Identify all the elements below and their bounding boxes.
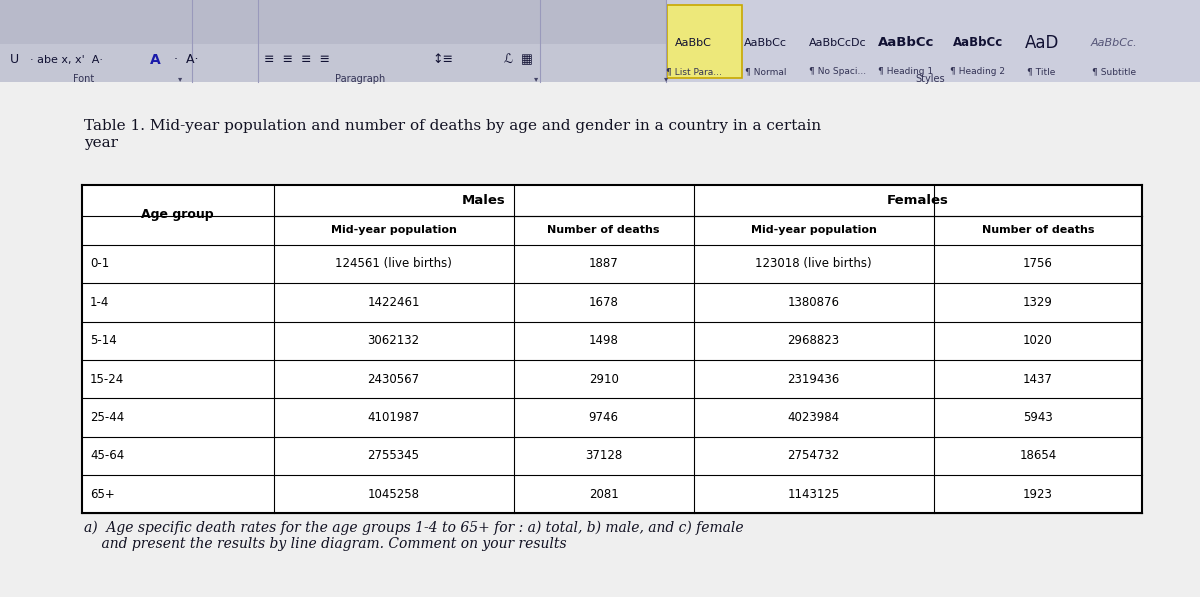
Text: Mid-year population: Mid-year population [331,226,456,235]
Text: AaBbCc: AaBbCc [744,38,787,48]
Text: Table 1. Mid-year population and number of deaths by age and gender in a country: Table 1. Mid-year population and number … [84,119,821,150]
Text: 1923: 1923 [1024,488,1052,501]
Text: Styles: Styles [916,74,944,84]
Text: Females: Females [887,194,949,207]
Text: a)  Age specific death rates for the age groups 1-4 to 65+ for : a) total, b) ma: a) Age specific death rates for the age … [84,521,744,551]
Text: 1756: 1756 [1024,257,1052,270]
Text: 1437: 1437 [1024,373,1052,386]
Text: Age group: Age group [142,208,214,221]
Text: 1422461: 1422461 [367,296,420,309]
Text: U: U [10,53,19,66]
Text: ▾: ▾ [178,74,182,84]
Text: 1380876: 1380876 [787,296,840,309]
Text: 15-24: 15-24 [90,373,125,386]
Text: ¶ List Para...: ¶ List Para... [666,67,721,76]
Text: Mid-year population: Mid-year population [751,226,876,235]
Text: 1498: 1498 [589,334,618,347]
Bar [0,44,1200,82]
Text: 18654: 18654 [1019,450,1057,462]
Text: 1143125: 1143125 [787,488,840,501]
FancyBboxPatch shape [667,5,742,78]
Text: 37128: 37128 [584,450,623,462]
Text: 3062132: 3062132 [367,334,420,347]
Text: AaBbC: AaBbC [676,38,712,48]
Text: 1020: 1020 [1024,334,1052,347]
Text: ▾: ▾ [664,74,668,84]
Text: 5-14: 5-14 [90,334,116,347]
Text: Number of deaths: Number of deaths [982,226,1094,235]
Text: Males: Males [462,194,505,207]
Text: 45-64: 45-64 [90,450,125,462]
Bar [0,82,1200,597]
Text: ↕≡: ↕≡ [432,53,454,66]
Text: ¶ No Spaci...: ¶ No Spaci... [809,67,866,76]
Text: 2430567: 2430567 [367,373,420,386]
Text: AaD: AaD [1025,34,1058,52]
Text: ·  A·: · A· [174,53,198,66]
Text: ¶ Heading 2: ¶ Heading 2 [950,67,1006,76]
Text: 5943: 5943 [1024,411,1052,424]
Text: 2319436: 2319436 [787,373,840,386]
Text: 25-44: 25-44 [90,411,125,424]
Text: 124561 (live births): 124561 (live births) [335,257,452,270]
Text: 123018 (live births): 123018 (live births) [755,257,872,270]
Text: 1329: 1329 [1024,296,1052,309]
Text: 2910: 2910 [589,373,618,386]
Text: · abe x, x'  A·: · abe x, x' A· [30,55,103,64]
Text: Font: Font [73,74,95,84]
Text: 0-1: 0-1 [90,257,109,270]
Text: 1887: 1887 [589,257,618,270]
Text: AaBbCc: AaBbCc [953,36,1003,50]
Text: ¶ Title: ¶ Title [1027,67,1056,76]
Text: 1-4: 1-4 [90,296,109,309]
Text: AaBbCc: AaBbCc [878,36,934,50]
Text: 4101987: 4101987 [367,411,420,424]
Text: 2754732: 2754732 [787,450,840,462]
Text: 9746: 9746 [589,411,619,424]
Text: 2968823: 2968823 [787,334,840,347]
Text: Paragraph: Paragraph [335,74,385,84]
Text: ¶ Subtitle: ¶ Subtitle [1092,67,1135,76]
Text: ¶ Normal: ¶ Normal [745,67,786,76]
Text: A: A [150,53,161,67]
Text: 65+: 65+ [90,488,115,501]
Text: 1045258: 1045258 [367,488,420,501]
Bar [0,0,1200,82]
Text: AaBbCcDc: AaBbCcDc [809,38,866,48]
Text: Number of deaths: Number of deaths [547,226,660,235]
Text: 4023984: 4023984 [787,411,840,424]
Text: ¶ Heading 1: ¶ Heading 1 [878,67,934,76]
Bar [82,185,1142,513]
Text: 2081: 2081 [589,488,618,501]
Text: AaBbCc.: AaBbCc. [1091,38,1136,48]
Text: ℒ  ▦: ℒ ▦ [504,53,533,66]
Bar [666,0,1200,82]
Text: 1678: 1678 [589,296,618,309]
Text: 2755345: 2755345 [367,450,420,462]
Text: ≡  ≡  ≡  ≡: ≡ ≡ ≡ ≡ [264,53,330,66]
Text: ▾: ▾ [534,74,539,84]
